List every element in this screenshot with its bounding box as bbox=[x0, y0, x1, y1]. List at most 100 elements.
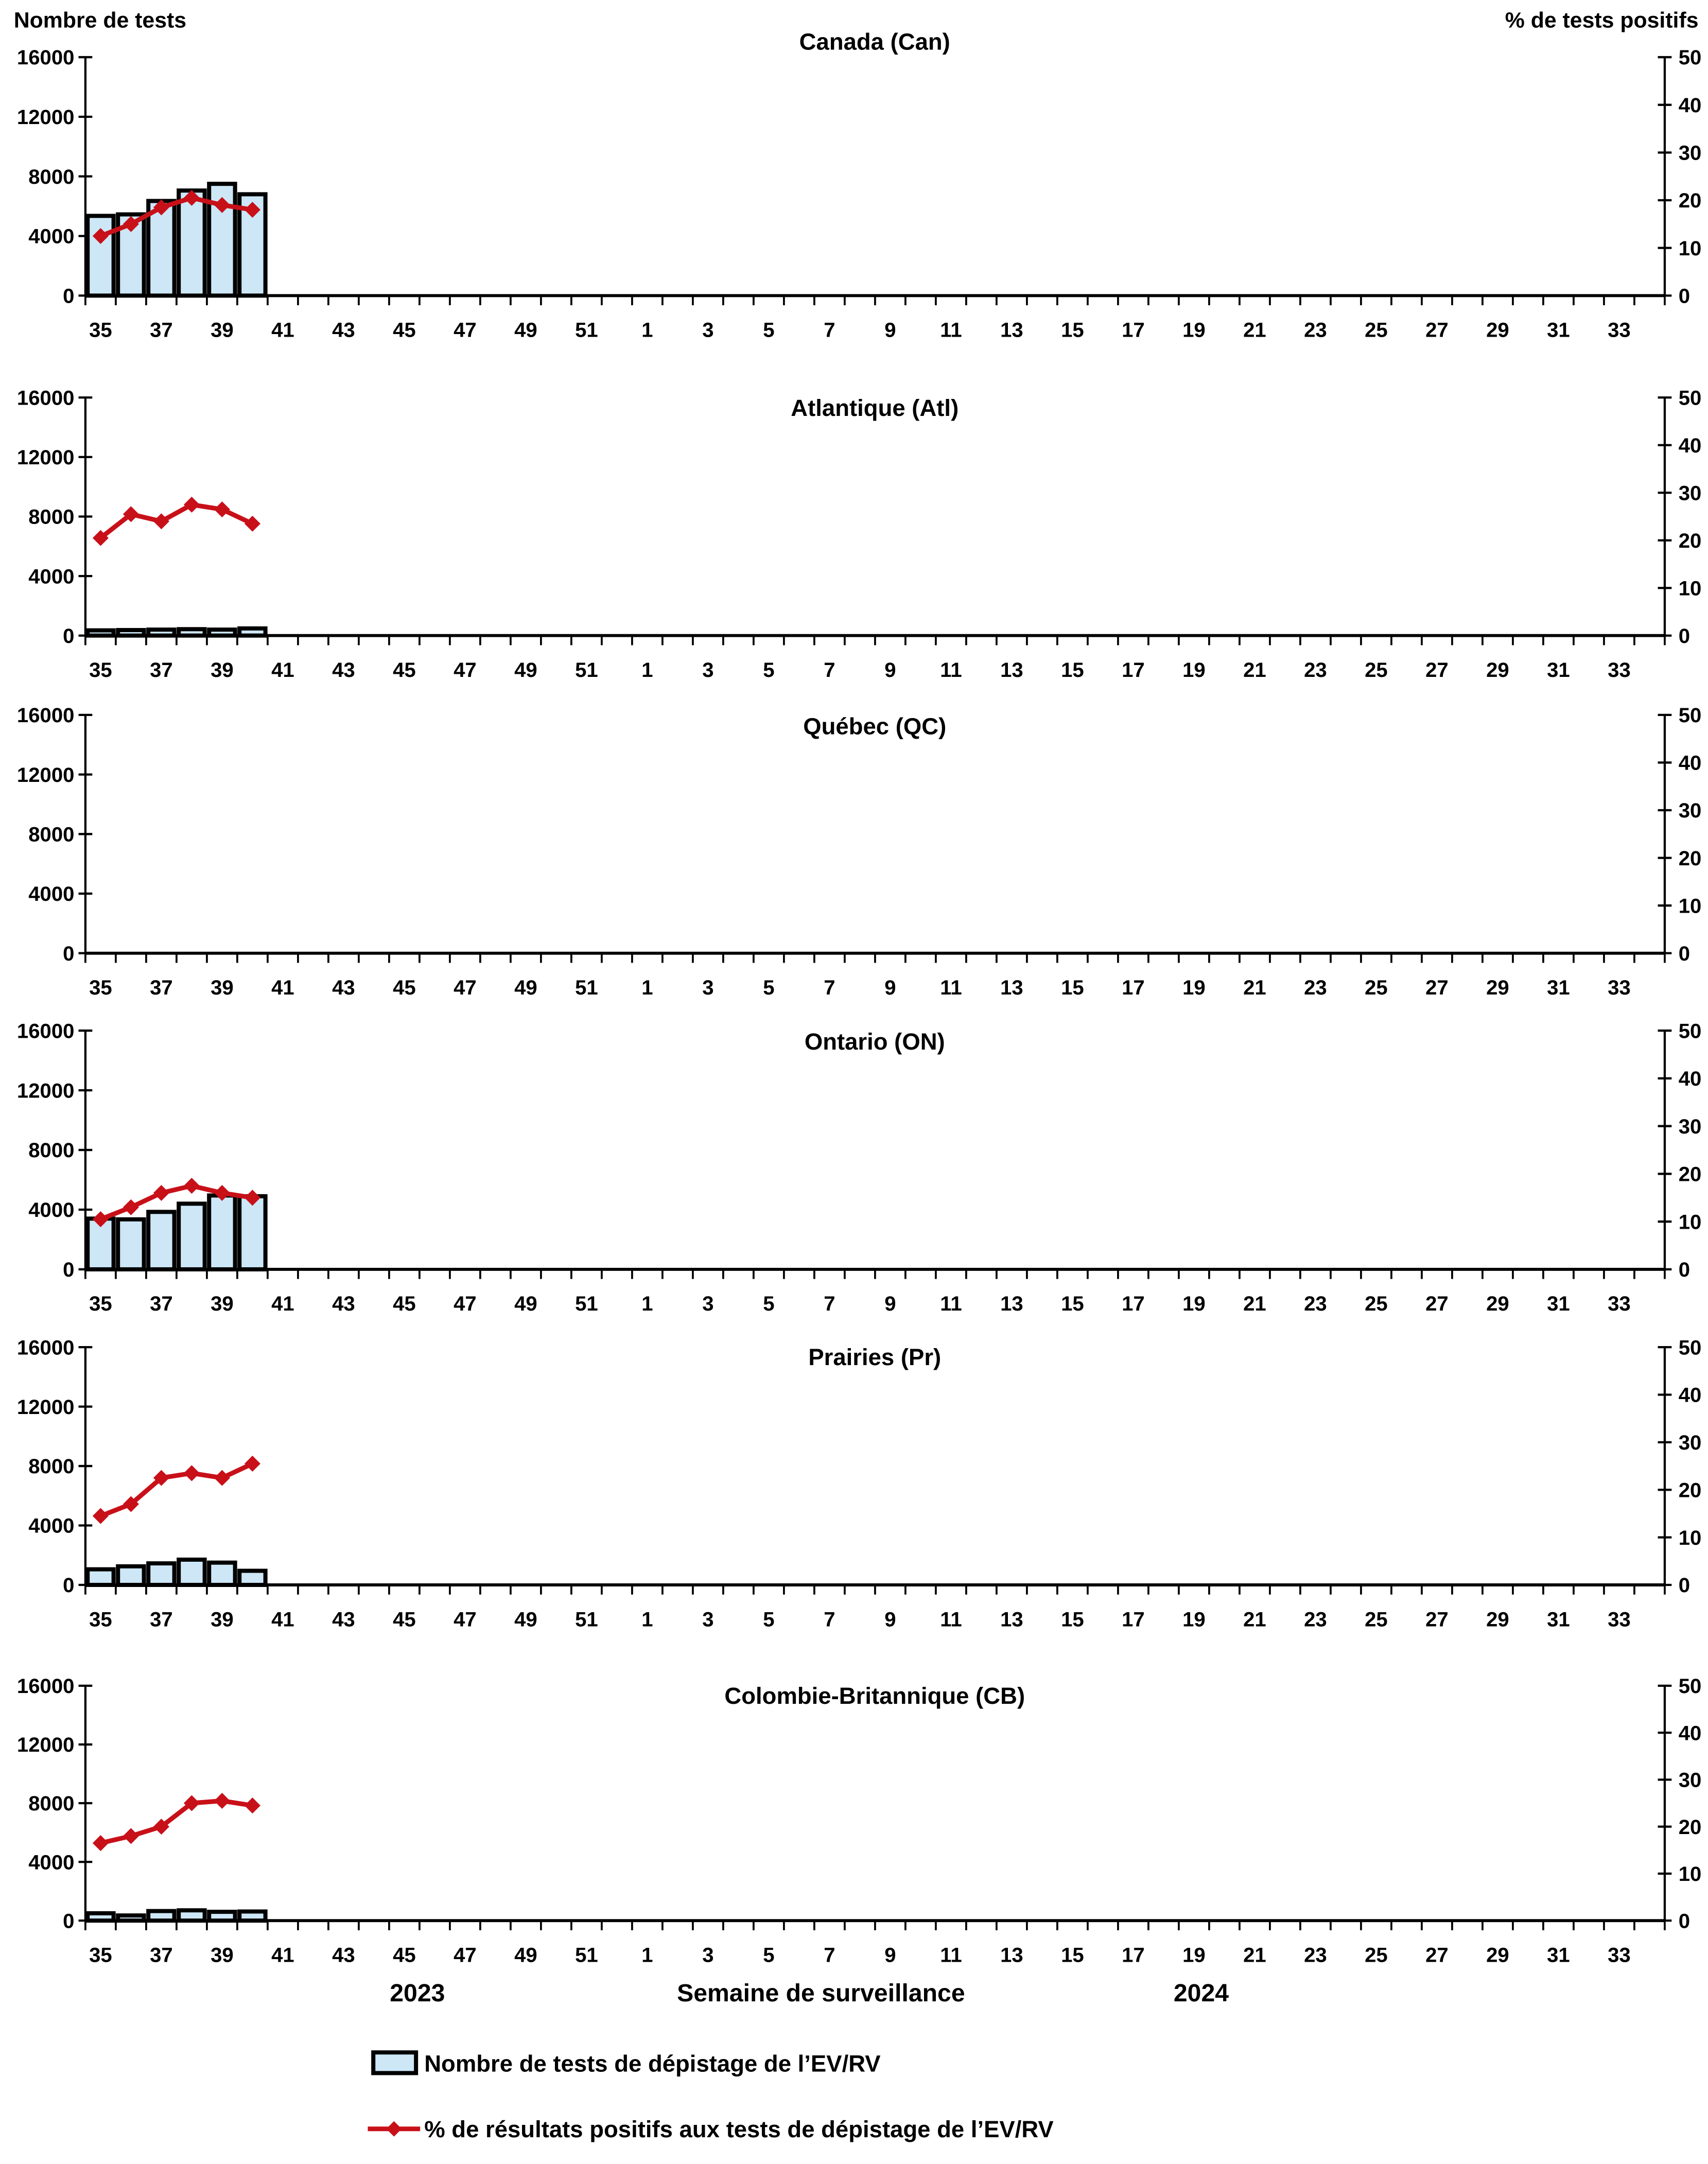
x-tick-label: 43 bbox=[332, 1608, 355, 1631]
right-tick-label: 30 bbox=[1679, 1769, 1702, 1792]
left-tick-label: 8000 bbox=[28, 1455, 74, 1478]
x-tick-label: 21 bbox=[1243, 658, 1266, 682]
x-tick-label: 5 bbox=[763, 1943, 774, 1966]
bar-week-37 bbox=[146, 1561, 177, 1587]
x-tick-label: 11 bbox=[940, 658, 962, 682]
x-tick-label: 9 bbox=[884, 1943, 896, 1966]
left-tick-label: 0 bbox=[63, 1909, 74, 1932]
x-tick-label: 47 bbox=[454, 319, 477, 342]
pct-marker-week-40 bbox=[244, 201, 260, 218]
x-tick-label: 41 bbox=[271, 319, 294, 342]
x-tick-label: 3 bbox=[702, 1943, 713, 1966]
panel-title: Ontario (ON) bbox=[805, 1028, 945, 1055]
x-tick-label: 7 bbox=[824, 658, 835, 682]
x-tick-label: 51 bbox=[575, 658, 598, 682]
x-tick-label: 15 bbox=[1061, 319, 1084, 342]
pct-marker-week-38 bbox=[183, 496, 200, 513]
x-tick-label: 5 bbox=[763, 1608, 774, 1631]
x-tick-label: 45 bbox=[393, 1292, 416, 1315]
right-tick-label: 10 bbox=[1679, 577, 1702, 600]
right-tick-label: 30 bbox=[1679, 142, 1702, 165]
legend-diamond-icon bbox=[386, 2121, 402, 2137]
x-tick-label: 35 bbox=[89, 976, 112, 999]
x-tick-label: 49 bbox=[514, 1292, 537, 1315]
pct-marker-week-38 bbox=[183, 1178, 200, 1194]
legend-line-label: % de résultats positifs aux tests de dép… bbox=[424, 2116, 1054, 2142]
x-tick-label: 51 bbox=[575, 1943, 598, 1966]
x-tick-label: 47 bbox=[454, 658, 477, 682]
x-tick-label: 29 bbox=[1486, 1292, 1509, 1315]
panel-title: Québec (QC) bbox=[803, 713, 946, 739]
legend: Nombre de tests de dépistage de l’EV/RV … bbox=[368, 2050, 1054, 2142]
left-tick-label: 4000 bbox=[28, 1514, 74, 1538]
right-tick-label: 50 bbox=[1679, 1336, 1702, 1359]
left-tick-label: 8000 bbox=[28, 1139, 74, 1162]
right-tick-label: 20 bbox=[1679, 1816, 1702, 1839]
x-tick-label: 39 bbox=[211, 1608, 234, 1631]
left-tick-label: 4000 bbox=[28, 225, 74, 248]
x-tick-label: 19 bbox=[1182, 1943, 1206, 1966]
x-tick-label: 23 bbox=[1304, 658, 1327, 682]
left-axis-title: Nombre de tests bbox=[14, 8, 186, 33]
x-tick-label: 39 bbox=[211, 1943, 234, 1966]
right-tick-label: 50 bbox=[1679, 1674, 1702, 1698]
x-tick-label: 11 bbox=[940, 976, 962, 999]
x-tick-label: 9 bbox=[884, 1292, 896, 1315]
panel-canada: Canada (Can) 0 4000 8000 12000 16000 0 10 20 30 40… bbox=[17, 28, 1701, 341]
x-tick-label: 1 bbox=[641, 1943, 653, 1966]
legend-bar-swatch-icon bbox=[371, 2050, 419, 2075]
bar-week-37 bbox=[146, 1909, 177, 1923]
x-tick-label: 17 bbox=[1122, 976, 1145, 999]
x-tick-label: 17 bbox=[1122, 1292, 1145, 1315]
x-tick-label: 29 bbox=[1486, 658, 1509, 682]
x-tick-label: 41 bbox=[271, 658, 294, 682]
x-tick-label: 11 bbox=[940, 319, 962, 342]
x-tick-label: 35 bbox=[89, 1292, 112, 1315]
left-tick-label: 8000 bbox=[28, 1792, 74, 1815]
bar-week-38 bbox=[177, 627, 207, 638]
x-tick-label: 25 bbox=[1365, 1943, 1388, 1966]
x-tick-label: 23 bbox=[1304, 319, 1327, 342]
x-tick-label: 43 bbox=[332, 319, 355, 342]
x-tick-label: 3 bbox=[702, 1292, 713, 1315]
x-tick-label: 3 bbox=[702, 319, 713, 342]
x-tick-label: 25 bbox=[1365, 319, 1388, 342]
x-tick-label: 17 bbox=[1122, 1608, 1145, 1631]
x-tick-label: 29 bbox=[1486, 319, 1509, 342]
pct-marker-week-37 bbox=[153, 1470, 169, 1486]
x-tick-label: 43 bbox=[332, 1292, 355, 1315]
left-tick-label: 16000 bbox=[17, 386, 75, 409]
left-tick-label: 0 bbox=[63, 1258, 74, 1281]
right-tick-label: 20 bbox=[1679, 529, 1702, 552]
x-tick-label: 29 bbox=[1486, 1608, 1509, 1631]
x-tick-label: 39 bbox=[211, 658, 234, 682]
x-tick-label: 47 bbox=[454, 1292, 477, 1315]
left-tick-label: 0 bbox=[63, 284, 74, 307]
bar-week-40 bbox=[237, 626, 268, 638]
bar-week-38 bbox=[177, 1557, 207, 1587]
x-tick-label: 39 bbox=[211, 976, 234, 999]
year-right-label: 2024 bbox=[1174, 1979, 1229, 2007]
right-tick-label: 0 bbox=[1679, 1909, 1690, 1932]
bar-week-37 bbox=[146, 199, 177, 298]
x-tick-label: 21 bbox=[1243, 1292, 1266, 1315]
pct-marker-week-40 bbox=[244, 1797, 260, 1814]
pct-marker-week-36 bbox=[123, 1828, 139, 1844]
right-tick-label: 30 bbox=[1679, 799, 1702, 822]
x-tick-label: 47 bbox=[454, 1943, 477, 1966]
pct-marker-week-39 bbox=[214, 501, 230, 518]
panel-prairies: Prairies (Pr) 0 4000 8000 12000 16000 0 10 20 30 4… bbox=[17, 1336, 1701, 1631]
x-tick-label: 1 bbox=[641, 319, 653, 342]
x-tick-label: 45 bbox=[393, 1943, 416, 1966]
right-tick-label: 30 bbox=[1679, 481, 1702, 504]
left-tick-label: 12000 bbox=[17, 446, 75, 469]
x-tick-label: 21 bbox=[1243, 1608, 1266, 1631]
right-tick-label: 20 bbox=[1679, 847, 1702, 870]
left-tick-label: 16000 bbox=[17, 1674, 75, 1698]
x-tick-label: 1 bbox=[641, 976, 653, 999]
left-tick-label: 4000 bbox=[28, 882, 74, 905]
x-tick-label: 33 bbox=[1608, 1608, 1631, 1631]
x-tick-label: 9 bbox=[884, 319, 896, 342]
x-tick-label: 35 bbox=[89, 1608, 112, 1631]
